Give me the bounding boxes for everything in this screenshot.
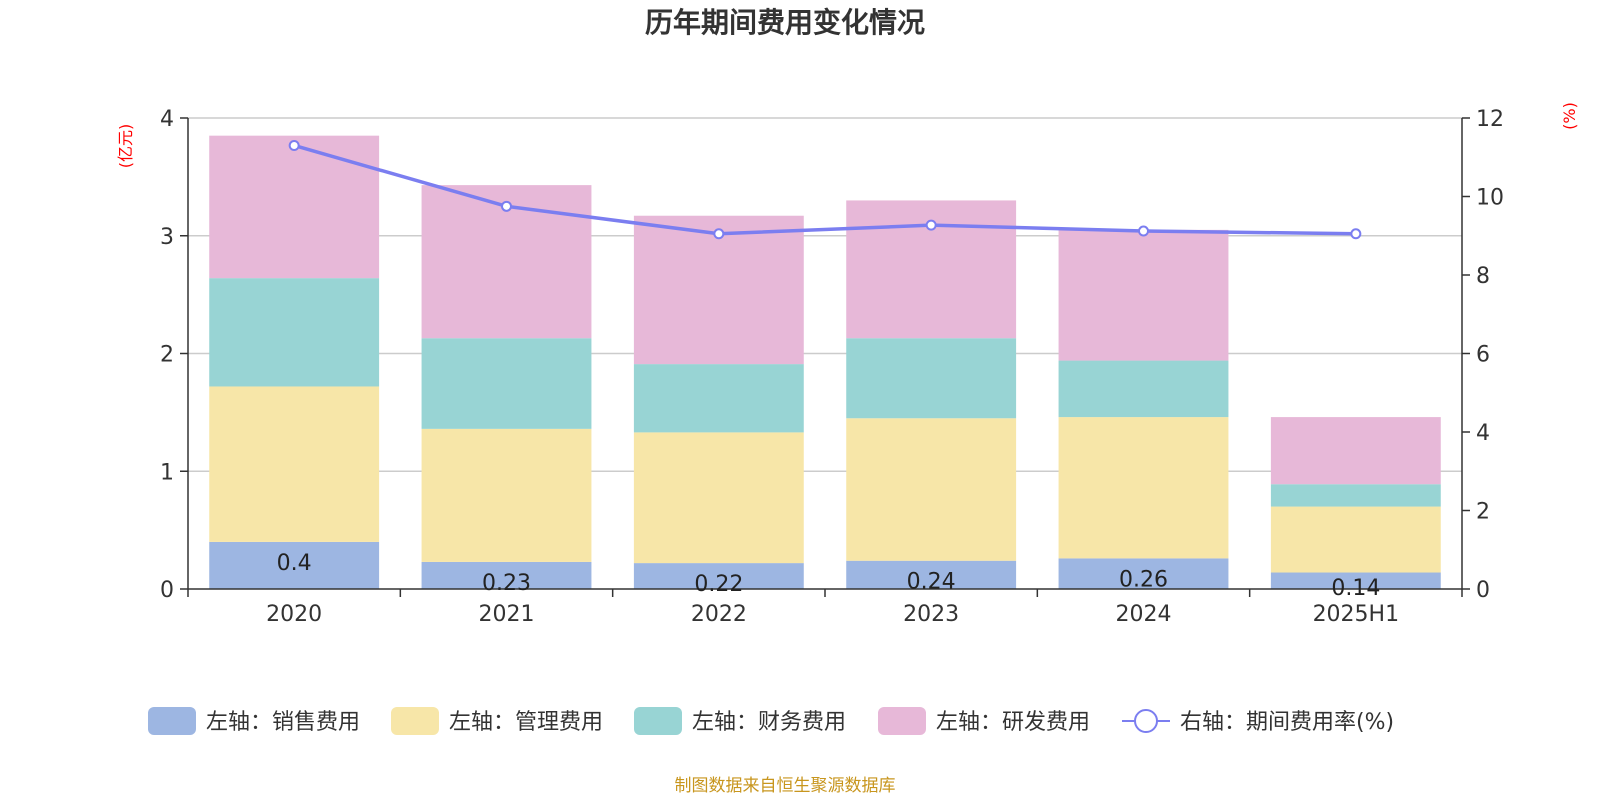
bar-segment	[1058, 229, 1229, 361]
legend-item-label: 左轴：销售费用	[206, 710, 360, 735]
legend-item-label: 左轴：管理费用	[449, 710, 603, 735]
legend-swatch	[634, 707, 682, 735]
legend-swatch	[391, 707, 439, 735]
bar-segment	[633, 563, 804, 589]
bar-segment	[1058, 360, 1229, 418]
right-axis-unit-label: (%)	[1560, 102, 1579, 130]
bar-segment	[421, 428, 592, 562]
legend-item-label: 右轴：期间费用率(%)	[1180, 710, 1394, 735]
bar-segment	[846, 418, 1017, 561]
left-axis-tick-label: 2	[160, 343, 174, 368]
right-axis-tick-label: 8	[1476, 264, 1490, 289]
left-axis-tick-label: 3	[160, 225, 174, 250]
left-axis-unit-label: (亿元)	[116, 124, 135, 169]
bar-segment	[846, 338, 1017, 419]
right-axis-tick-label: 6	[1476, 343, 1490, 368]
chart-title: 历年期间费用变化情况	[645, 6, 925, 39]
bar-series-group	[209, 135, 1441, 589]
right-axis-tick-label: 12	[1476, 107, 1504, 132]
rate-point	[288, 139, 300, 151]
right-axis-tick-label: 4	[1476, 421, 1490, 446]
bar-segment	[846, 560, 1017, 589]
bar-segment	[421, 561, 592, 589]
legend-marker-swatch	[1134, 709, 1158, 733]
bar-segment	[209, 386, 380, 542]
x-axis-tick-label: 2024	[1116, 602, 1172, 627]
legend-swatch	[878, 707, 926, 735]
rate-point	[713, 228, 725, 240]
line-series-group	[288, 139, 1362, 240]
bar-segment	[1058, 558, 1229, 589]
bar-segment	[1270, 417, 1441, 485]
left-axis-tick-label: 0	[160, 578, 174, 603]
right-axis-tick-label: 0	[1476, 578, 1490, 603]
bar-segment	[633, 215, 804, 365]
gridlines	[188, 117, 1462, 472]
left-axis-tick-label: 4	[160, 107, 174, 132]
left-axis-tick-label: 1	[160, 460, 174, 485]
x-axis-tick-label: 2022	[691, 602, 747, 627]
bar-data-label: 0.23	[482, 571, 531, 596]
rate-point	[1350, 228, 1362, 240]
bar-segment	[421, 338, 592, 429]
source-note: 制图数据来自恒生聚源数据库	[675, 776, 896, 796]
rate-point	[1138, 225, 1149, 237]
bar-segment	[633, 364, 804, 433]
right-axis-tick-label: 10	[1476, 186, 1504, 211]
bar-segment	[633, 432, 804, 564]
bar-segment	[1270, 506, 1441, 573]
legend: 左轴：销售费用 左轴：管理费用 左轴：财务费用 左轴：研发费用 右轴：期间费用率(%)	[148, 707, 1394, 735]
bar-segment	[209, 541, 380, 589]
legend-item-label: 左轴：财务费用	[692, 710, 846, 735]
rate-point	[925, 219, 937, 231]
legend-item-label: 左轴：研发费用	[936, 710, 1090, 735]
x-axis-tick-label: 2021	[479, 602, 535, 627]
x-axis-tick-label: 2023	[903, 602, 959, 627]
bar-segment	[209, 135, 380, 279]
x-axis-tick-label: 2025H1	[1313, 602, 1400, 627]
legend-swatch	[148, 707, 196, 735]
bar-segment	[1058, 417, 1229, 559]
right-axis-tick-label: 2	[1476, 500, 1490, 525]
bar-data-label: 0.24	[907, 570, 956, 595]
bar-segment	[1270, 484, 1441, 507]
bar-data-label: 0.22	[694, 572, 743, 597]
bar-segment	[209, 278, 380, 387]
bar-data-label: 0.26	[1119, 567, 1168, 592]
data-labels: 0.4 0.23 0.22 0.24 0.26 0.14	[277, 551, 1381, 601]
rate-line	[293, 143, 1356, 236]
bar-data-label: 0.14	[1331, 576, 1380, 601]
bar-data-label: 0.4	[277, 551, 312, 576]
rate-point	[501, 200, 512, 212]
x-axis-tick-label: 2020	[266, 602, 322, 627]
bar-segment	[1270, 572, 1441, 589]
